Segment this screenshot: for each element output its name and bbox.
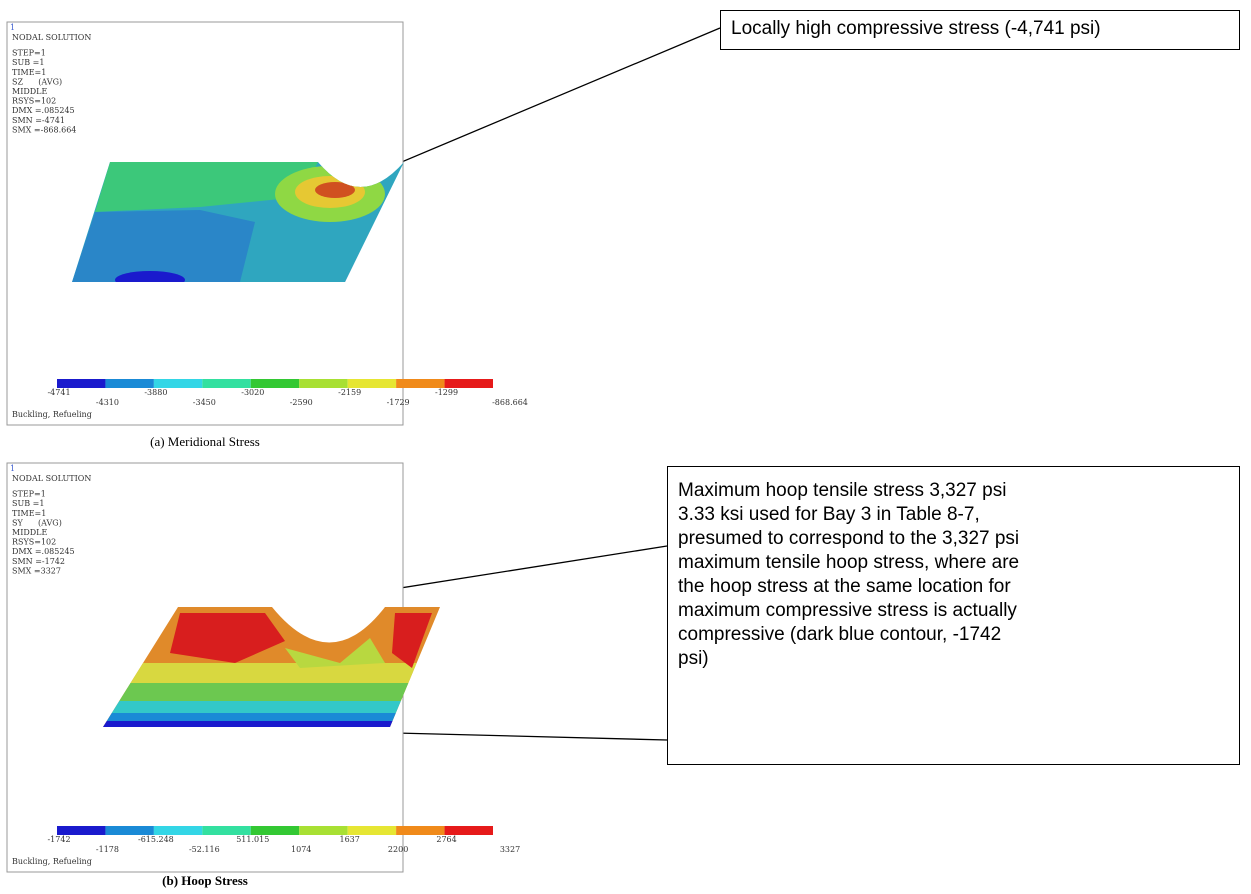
- footer: Buckling, Refueling: [12, 410, 92, 419]
- legend-label: 511.015: [236, 835, 269, 844]
- header-line: SUB =1: [12, 58, 44, 67]
- caption: (b) Hoop Stress: [162, 873, 248, 888]
- header-line: DMX =.085245: [12, 547, 75, 556]
- header-line: SZ (AVG): [12, 77, 62, 86]
- legend-label: 1637: [339, 835, 359, 844]
- legend-label: -52.116: [189, 845, 220, 854]
- legend-swatch: [348, 826, 396, 835]
- header-line: STEP=1: [12, 490, 46, 499]
- header-line: SMN =-1742: [12, 557, 65, 566]
- legend-swatch: [299, 826, 347, 835]
- header-line: SMX =-868.664: [12, 125, 76, 134]
- footer: Buckling, Refueling: [12, 857, 92, 866]
- contour-band: [72, 210, 255, 282]
- callout-line: Locally high compressive stress (-4,741 …: [731, 17, 1229, 41]
- legend-swatch: [396, 826, 444, 835]
- legend-label: 3327: [500, 845, 520, 854]
- legend-label: -3880: [144, 388, 167, 397]
- legend-swatch: [105, 826, 153, 835]
- window-number: 1: [10, 464, 15, 473]
- header-line: TIME=1: [12, 509, 46, 518]
- header-line: RSYS=102: [12, 97, 56, 106]
- legend-swatch: [154, 826, 202, 835]
- legend-swatch: [348, 379, 396, 388]
- header-line: SMN =-4741: [12, 116, 65, 125]
- legend-swatch: [202, 826, 250, 835]
- legend-swatch: [251, 826, 299, 835]
- legend-label: -2159: [338, 388, 361, 397]
- header-line: SMX =3327: [12, 566, 61, 575]
- header-line: SUB =1: [12, 499, 44, 508]
- legend-label: -4310: [96, 398, 119, 407]
- callout: Locally high compressive stress (-4,741 …: [720, 10, 1240, 50]
- legend-label: -868.664: [492, 398, 528, 407]
- callout-line: the hoop stress at the same location for: [678, 575, 1229, 599]
- legend-label: -3020: [241, 388, 264, 397]
- legend-label: -4741: [47, 388, 70, 397]
- caption: (a) Meridional Stress: [150, 434, 260, 449]
- contour-band: [90, 683, 450, 701]
- legend-swatch: [299, 379, 347, 388]
- legend-swatch: [202, 379, 250, 388]
- legend-label: -3450: [193, 398, 216, 407]
- legend-label: -615.248: [138, 835, 174, 844]
- header-line: NODAL SOLUTION: [12, 33, 91, 42]
- legend-label: -1742: [47, 835, 70, 844]
- page: 1NODAL SOLUTIONSTEP=1SUB =1TIME=1SZ (AVG…: [0, 0, 1251, 894]
- legend-label: -1729: [387, 398, 410, 407]
- legend-label: 1074: [291, 845, 311, 854]
- callout-line: compressive (dark blue contour, -1742: [678, 623, 1229, 647]
- header-line: STEP=1: [12, 49, 46, 58]
- header-line: DMX =.085245: [12, 106, 75, 115]
- callout-line: maximum compressive stress is actually: [678, 599, 1229, 623]
- contour-band: [90, 701, 450, 713]
- header-line: NODAL SOLUTION: [12, 474, 91, 483]
- window-number: 1: [10, 23, 15, 32]
- legend-swatch: [445, 379, 493, 388]
- contour-band: [90, 663, 450, 683]
- legend-swatch: [154, 379, 202, 388]
- legend-label: -1299: [435, 388, 458, 397]
- header-line: TIME=1: [12, 68, 46, 77]
- legend-label: 2764: [436, 835, 456, 844]
- header-line: MIDDLE: [12, 87, 47, 96]
- legend-swatch: [57, 826, 105, 835]
- legend-label: 2200: [388, 845, 408, 854]
- callout-line: psi): [678, 647, 1229, 671]
- legend-swatch: [396, 379, 444, 388]
- legend-swatch: [445, 826, 493, 835]
- header-line: MIDDLE: [12, 528, 47, 537]
- callout-line: Maximum hoop tensile stress 3,327 psi: [678, 479, 1229, 503]
- callout-line: maximum tensile hoop stress, where are: [678, 551, 1229, 575]
- legend-swatch: [57, 379, 105, 388]
- callout-line: presumed to correspond to the 3,327 psi: [678, 527, 1229, 551]
- header-line: RSYS=102: [12, 538, 56, 547]
- callout-line: 3.33 ksi used for Bay 3 in Table 8-7,: [678, 503, 1229, 527]
- legend-swatch: [251, 379, 299, 388]
- legend-label: -2590: [290, 398, 313, 407]
- legend-swatch: [105, 379, 153, 388]
- legend-label: -1178: [96, 845, 119, 854]
- header-line: SY (AVG): [12, 518, 62, 527]
